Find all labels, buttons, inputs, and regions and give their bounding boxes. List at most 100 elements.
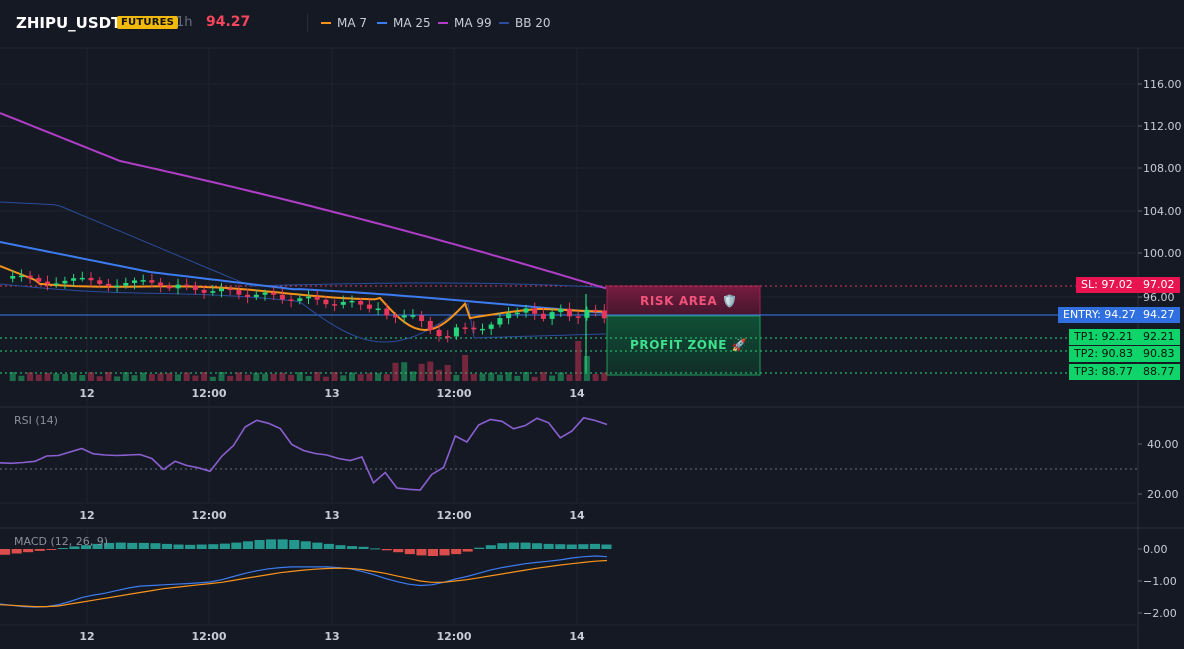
legend-ma7[interactable]: MA 7 [321, 16, 367, 30]
macd-hist-bar [416, 549, 427, 556]
volume-bar [470, 373, 477, 381]
legend-ma25[interactable]: MA 25 [377, 16, 431, 30]
macd-hist-bar [485, 545, 496, 549]
macd-hist-bar [242, 541, 253, 549]
candle-body [123, 282, 129, 286]
macd-hist-bar [57, 548, 68, 549]
candle-body [410, 315, 416, 317]
chart-header: ZHIPU_USDT FUTURES 1h 94.27 MA 7 MA 25 M… [0, 0, 1184, 48]
legend-ma99[interactable]: MA 99 [438, 16, 492, 30]
time-tick-label: 13 [324, 387, 339, 400]
macd-hist-bar [127, 542, 138, 549]
time-tick-label: 14 [569, 630, 585, 643]
candle-body [584, 309, 590, 318]
volume-bar [140, 372, 147, 381]
volume-bar [549, 375, 556, 381]
volume-bar [279, 372, 286, 381]
volume-bar [79, 375, 86, 381]
macd-hist-bar [289, 540, 300, 549]
candle-body [462, 327, 468, 329]
volume-bar [314, 372, 321, 381]
volume-bar [61, 373, 68, 381]
volume-bar [122, 372, 129, 381]
candle-body [236, 290, 242, 295]
macd-panel [0, 539, 612, 608]
candle-body [271, 292, 277, 295]
macd-line [0, 555, 608, 608]
volume-bar [436, 369, 442, 381]
tp3-axis-value: 88.77 [1138, 364, 1180, 380]
candle-body [262, 292, 268, 295]
macd-hist-bar [312, 542, 323, 549]
rsi-panel [0, 416, 1138, 491]
volume-bar [18, 375, 25, 381]
time-tick-label: 13 [324, 630, 339, 643]
volume-bar [583, 356, 590, 381]
candle-body [453, 327, 459, 337]
moving-averages [0, 112, 607, 332]
volume-bar [340, 375, 347, 381]
symbol-name[interactable]: ZHIPU_USDT [16, 14, 122, 32]
time-tick-label: 12 [79, 630, 94, 643]
ma7-line [0, 265, 606, 332]
candle-body [427, 320, 433, 330]
candle-body [488, 324, 494, 329]
price-tick-label: 116.00 [1143, 78, 1182, 91]
macd-hist-bar [277, 539, 288, 549]
volume-bar [453, 374, 460, 381]
legend-bb20[interactable]: BB 20 [499, 16, 551, 30]
macd-hist-bar [427, 549, 438, 556]
time-tick-label: 13 [324, 509, 339, 522]
chart-grid [0, 48, 1138, 626]
candle-body [88, 277, 94, 281]
volume-bar [592, 374, 599, 381]
volume-bar [70, 372, 77, 381]
time-tick-label: 12 [79, 509, 94, 522]
price-tick-label: 104.00 [1143, 205, 1182, 218]
volume-bar [392, 362, 399, 381]
profit-zone [606, 315, 761, 376]
time-tick-label: 12:00 [436, 387, 471, 400]
price-tick-label: 100.00 [1143, 247, 1182, 260]
candle-body [323, 299, 329, 305]
price-tick-label: 108.00 [1143, 162, 1182, 175]
volume-bar [540, 372, 547, 381]
bollinger-bands [0, 201, 607, 343]
candle-body [245, 294, 251, 297]
candle-body [149, 280, 155, 283]
volume-bar [296, 372, 303, 381]
candle-body [97, 280, 103, 284]
candle-body [306, 296, 311, 299]
candlesticks [10, 269, 607, 372]
candle-body [45, 281, 50, 284]
legend-bb20-label: BB 20 [515, 16, 551, 30]
macd-hist-bar [69, 546, 80, 549]
candle-body [575, 316, 581, 318]
volume-bar [270, 373, 277, 381]
candle-body [393, 315, 398, 318]
volume-bar [166, 373, 173, 381]
volume-bar [235, 372, 242, 381]
candle-body [601, 310, 607, 319]
candle-body [375, 308, 381, 311]
volume-bar [209, 376, 216, 381]
candle-body [114, 285, 120, 288]
timeframe-label[interactable]: 1h [176, 15, 193, 30]
ma99-swatch-icon [438, 22, 448, 24]
macd-hist-bar [173, 544, 184, 549]
entry-axis-value: 94.27 [1138, 307, 1180, 323]
macd-hist-bar [196, 544, 207, 549]
macd-hist-bar [254, 540, 265, 549]
candle-body [27, 275, 33, 279]
candle-body [219, 288, 224, 292]
candle-body [132, 280, 137, 283]
time-tick-label: 12:00 [191, 387, 226, 400]
candle-body [192, 285, 198, 290]
tp1-tag: TP1: 92.21 [1069, 329, 1139, 345]
macd-hist-bar [208, 544, 219, 549]
candle-body [210, 291, 216, 293]
time-tick-label: 14 [569, 509, 585, 522]
tp1-axis-value: 92.21 [1138, 329, 1180, 345]
legend-ma7-label: MA 7 [337, 16, 368, 30]
